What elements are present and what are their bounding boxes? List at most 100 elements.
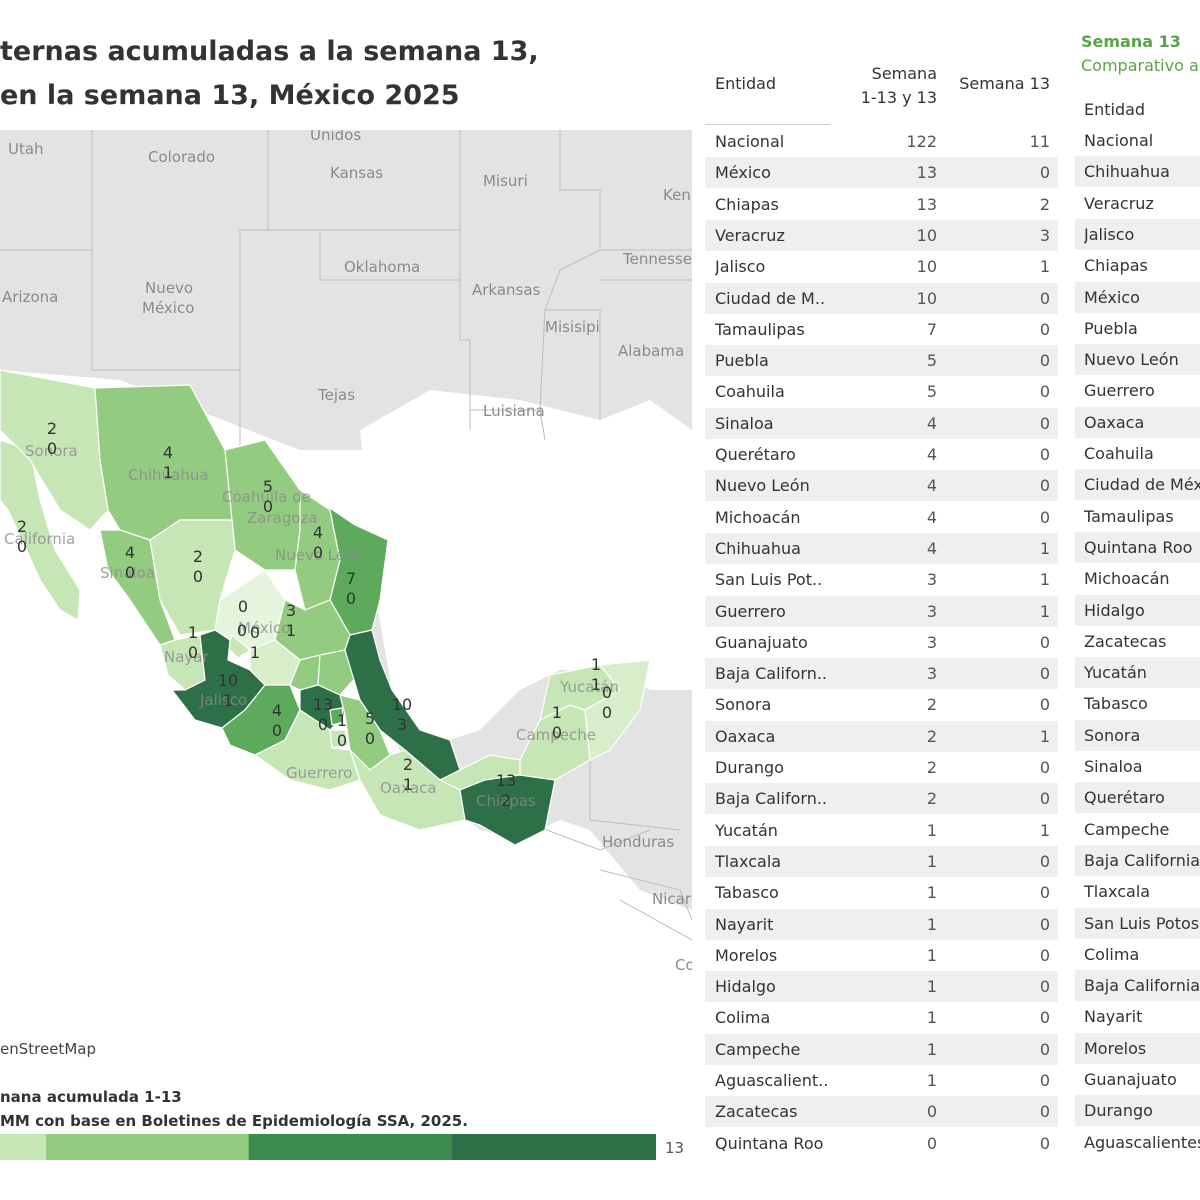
cell-entidad: Yucatán [715, 820, 778, 840]
comparison-row[interactable]: Campeche [1075, 814, 1200, 845]
table-row[interactable]: Nuevo León 4 0 [705, 470, 1058, 502]
state-cdmx[interactable] [329, 707, 345, 726]
comparison-row[interactable]: Puebla [1075, 313, 1200, 344]
table-row[interactable]: Oaxaca 2 1 [705, 720, 1058, 752]
table-row[interactable]: Aguascalient.. 1 0 [705, 1065, 1058, 1096]
comparison-row[interactable]: Chihuahua [1075, 156, 1200, 188]
table-row[interactable]: Guanajuato 3 0 [705, 627, 1058, 658]
comparison-cell-entidad: Zacatecas [1084, 631, 1167, 651]
comparison-row[interactable]: Querétaro [1075, 782, 1200, 814]
table-row[interactable]: Yucatán 1 1 [705, 815, 1058, 846]
table-row[interactable]: Zacatecas 0 0 [705, 1096, 1058, 1128]
comparison-row[interactable]: Sonora [1075, 719, 1200, 751]
table-row[interactable]: Durango 2 0 [705, 752, 1058, 783]
table-row[interactable]: Michoacán 4 0 [705, 502, 1058, 533]
comparison-row[interactable]: Veracruz [1075, 188, 1200, 219]
table-row[interactable]: Chiapas 13 2 [705, 189, 1058, 220]
table-row[interactable]: Baja Californ.. 2 0 [705, 783, 1058, 815]
comparison-row[interactable]: Chiapas [1075, 250, 1200, 281]
comparison-row[interactable]: Nuevo León [1075, 344, 1200, 376]
cell-entidad: Baja Californ.. [715, 789, 828, 809]
map-value-week13: 1 [591, 675, 601, 694]
table-row[interactable]: Colima 1 0 [705, 1002, 1058, 1033]
table-row[interactable]: Chihuahua 4 1 [705, 532, 1058, 564]
comparison-row[interactable]: Ciudad de Méx [1075, 469, 1200, 501]
table-row[interactable]: Puebla 5 0 [705, 345, 1058, 377]
cell-acumulado: 1 [926, 883, 937, 903]
color-legend [0, 1134, 656, 1160]
state-baja-california[interactable] [0, 439, 81, 621]
table-row[interactable]: México 13 0 [705, 157, 1058, 189]
comparison-row[interactable]: Tabasco [1075, 688, 1200, 719]
choropleth-map[interactable]: Utah Colorado Kansas Misuri Ken Tennesse Oklah… [0, 130, 692, 1062]
comparison-row[interactable]: Guerrero [1075, 375, 1200, 406]
comparison-row[interactable]: México [1075, 281, 1200, 313]
header-entidad[interactable]: Entidad [715, 74, 777, 93]
table-row[interactable]: Nayarit 1 0 [705, 908, 1058, 940]
comparison-row[interactable]: Michoacán [1075, 563, 1200, 594]
comparison-cell-entidad: Ciudad de Méx [1084, 475, 1200, 495]
comparison-row[interactable]: Colima [1075, 939, 1200, 970]
comparison-row[interactable]: Tlaxcala [1075, 876, 1200, 907]
header-acc-line1[interactable]: Semana [871, 64, 937, 83]
table-row[interactable]: Nacional 122 11 [705, 126, 1058, 157]
cell-entidad: Guanajuato [715, 632, 808, 652]
table-row[interactable]: San Luis Pot.. 3 1 [705, 564, 1058, 595]
table-row[interactable]: Jalisco 10 1 [705, 251, 1058, 282]
comparison-row[interactable]: Guanajuato [1075, 1064, 1200, 1095]
map-value-week13: 0 [313, 543, 323, 562]
map-state-label: México [238, 619, 290, 637]
comparison-row[interactable]: Baja California [1075, 970, 1200, 1002]
cell-semana-13: 0 [1039, 476, 1050, 496]
cell-semana-13: 0 [1039, 163, 1050, 183]
legend-swatch [248, 1134, 453, 1160]
table-row[interactable]: Quintana Roo 0 0 [705, 1128, 1058, 1159]
header-semana-13[interactable]: Semana 13 [959, 74, 1050, 93]
comparison-row[interactable]: San Luis Potos [1075, 907, 1200, 939]
cell-entidad: Guerrero [715, 601, 786, 621]
state-guerrero[interactable] [253, 709, 361, 791]
comparison-row[interactable]: Zacatecas [1075, 626, 1200, 657]
comparison-row[interactable]: Tamaulipas [1075, 501, 1200, 532]
comparison-row[interactable]: Morelos [1075, 1032, 1200, 1064]
mexico-states[interactable] [0, 369, 651, 846]
comparison-row[interactable]: Sinaloa [1075, 751, 1200, 782]
table-row[interactable]: Tabasco 1 0 [705, 877, 1058, 908]
table-row[interactable]: Tlaxcala 1 0 [705, 845, 1058, 877]
comparison-row[interactable]: Aguascalientes [1075, 1127, 1200, 1158]
comparison-cell-entidad: Morelos [1084, 1038, 1147, 1058]
comparison-header-entidad[interactable]: Entidad [1084, 100, 1146, 119]
comparison-row[interactable]: Jalisco [1075, 218, 1200, 250]
comparison-row[interactable]: Nacional [1075, 125, 1200, 156]
table-row[interactable]: Baja Californ.. 3 0 [705, 658, 1058, 690]
cell-entidad: México [715, 163, 771, 183]
map-value-accumulated: 7 [346, 569, 356, 588]
table-row[interactable]: Campeche 1 0 [705, 1033, 1058, 1065]
table-row[interactable]: Querétaro 4 0 [705, 439, 1058, 470]
comparison-row[interactable]: Durango [1075, 1095, 1200, 1127]
map-value-week13: 0 [602, 703, 612, 722]
comparison-row[interactable]: Coahuila [1075, 438, 1200, 469]
table-row[interactable]: Sinaloa 4 0 [705, 407, 1058, 439]
map-value-accumulated: 5 [263, 477, 273, 496]
table-row[interactable]: Hidalgo 1 0 [705, 971, 1058, 1003]
table-row[interactable]: Guerrero 3 1 [705, 595, 1058, 627]
comparison-row[interactable]: Yucatán [1075, 657, 1200, 689]
comparison-row[interactable]: Oaxaca [1075, 406, 1200, 438]
table-row[interactable]: Tamaulipas 7 0 [705, 314, 1058, 345]
comparison-row[interactable]: Baja California [1075, 844, 1200, 876]
table-row[interactable]: Morelos 1 0 [705, 940, 1058, 971]
table-row[interactable]: Coahuila 5 0 [705, 376, 1058, 407]
table-row[interactable]: Ciudad de M.. 10 0 [705, 282, 1058, 314]
table-row[interactable]: Veracruz 10 3 [705, 219, 1058, 251]
map-value-week13: 0 [188, 643, 198, 662]
comparison-row[interactable]: Hidalgo [1075, 594, 1200, 626]
comparison-row[interactable]: Quintana Roo [1075, 531, 1200, 563]
cell-acumulado: 1 [926, 1008, 937, 1028]
state-chiapas[interactable] [459, 774, 556, 846]
table-row[interactable]: Sonora 2 0 [705, 689, 1058, 720]
comparison-cell-entidad: Yucatán [1084, 663, 1147, 683]
comparison-row[interactable]: Nayarit [1075, 1001, 1200, 1032]
cell-semana-13: 0 [1039, 914, 1050, 934]
state-quintana-roo[interactable] [584, 659, 651, 761]
